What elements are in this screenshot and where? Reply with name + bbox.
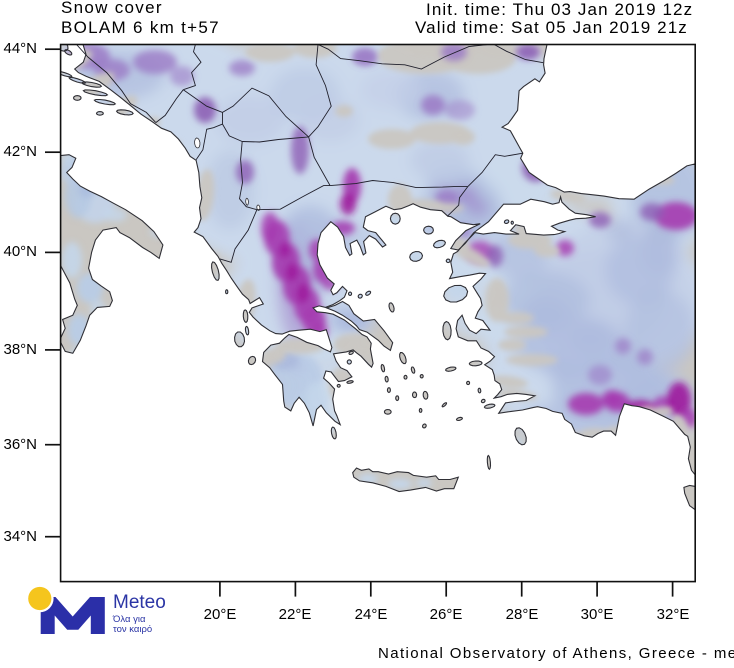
svg-text:Όλα για: Όλα για: [112, 614, 146, 625]
svg-text:Meteo: Meteo: [113, 592, 166, 613]
svg-text:τον καιρό: τον καιρό: [113, 624, 152, 635]
